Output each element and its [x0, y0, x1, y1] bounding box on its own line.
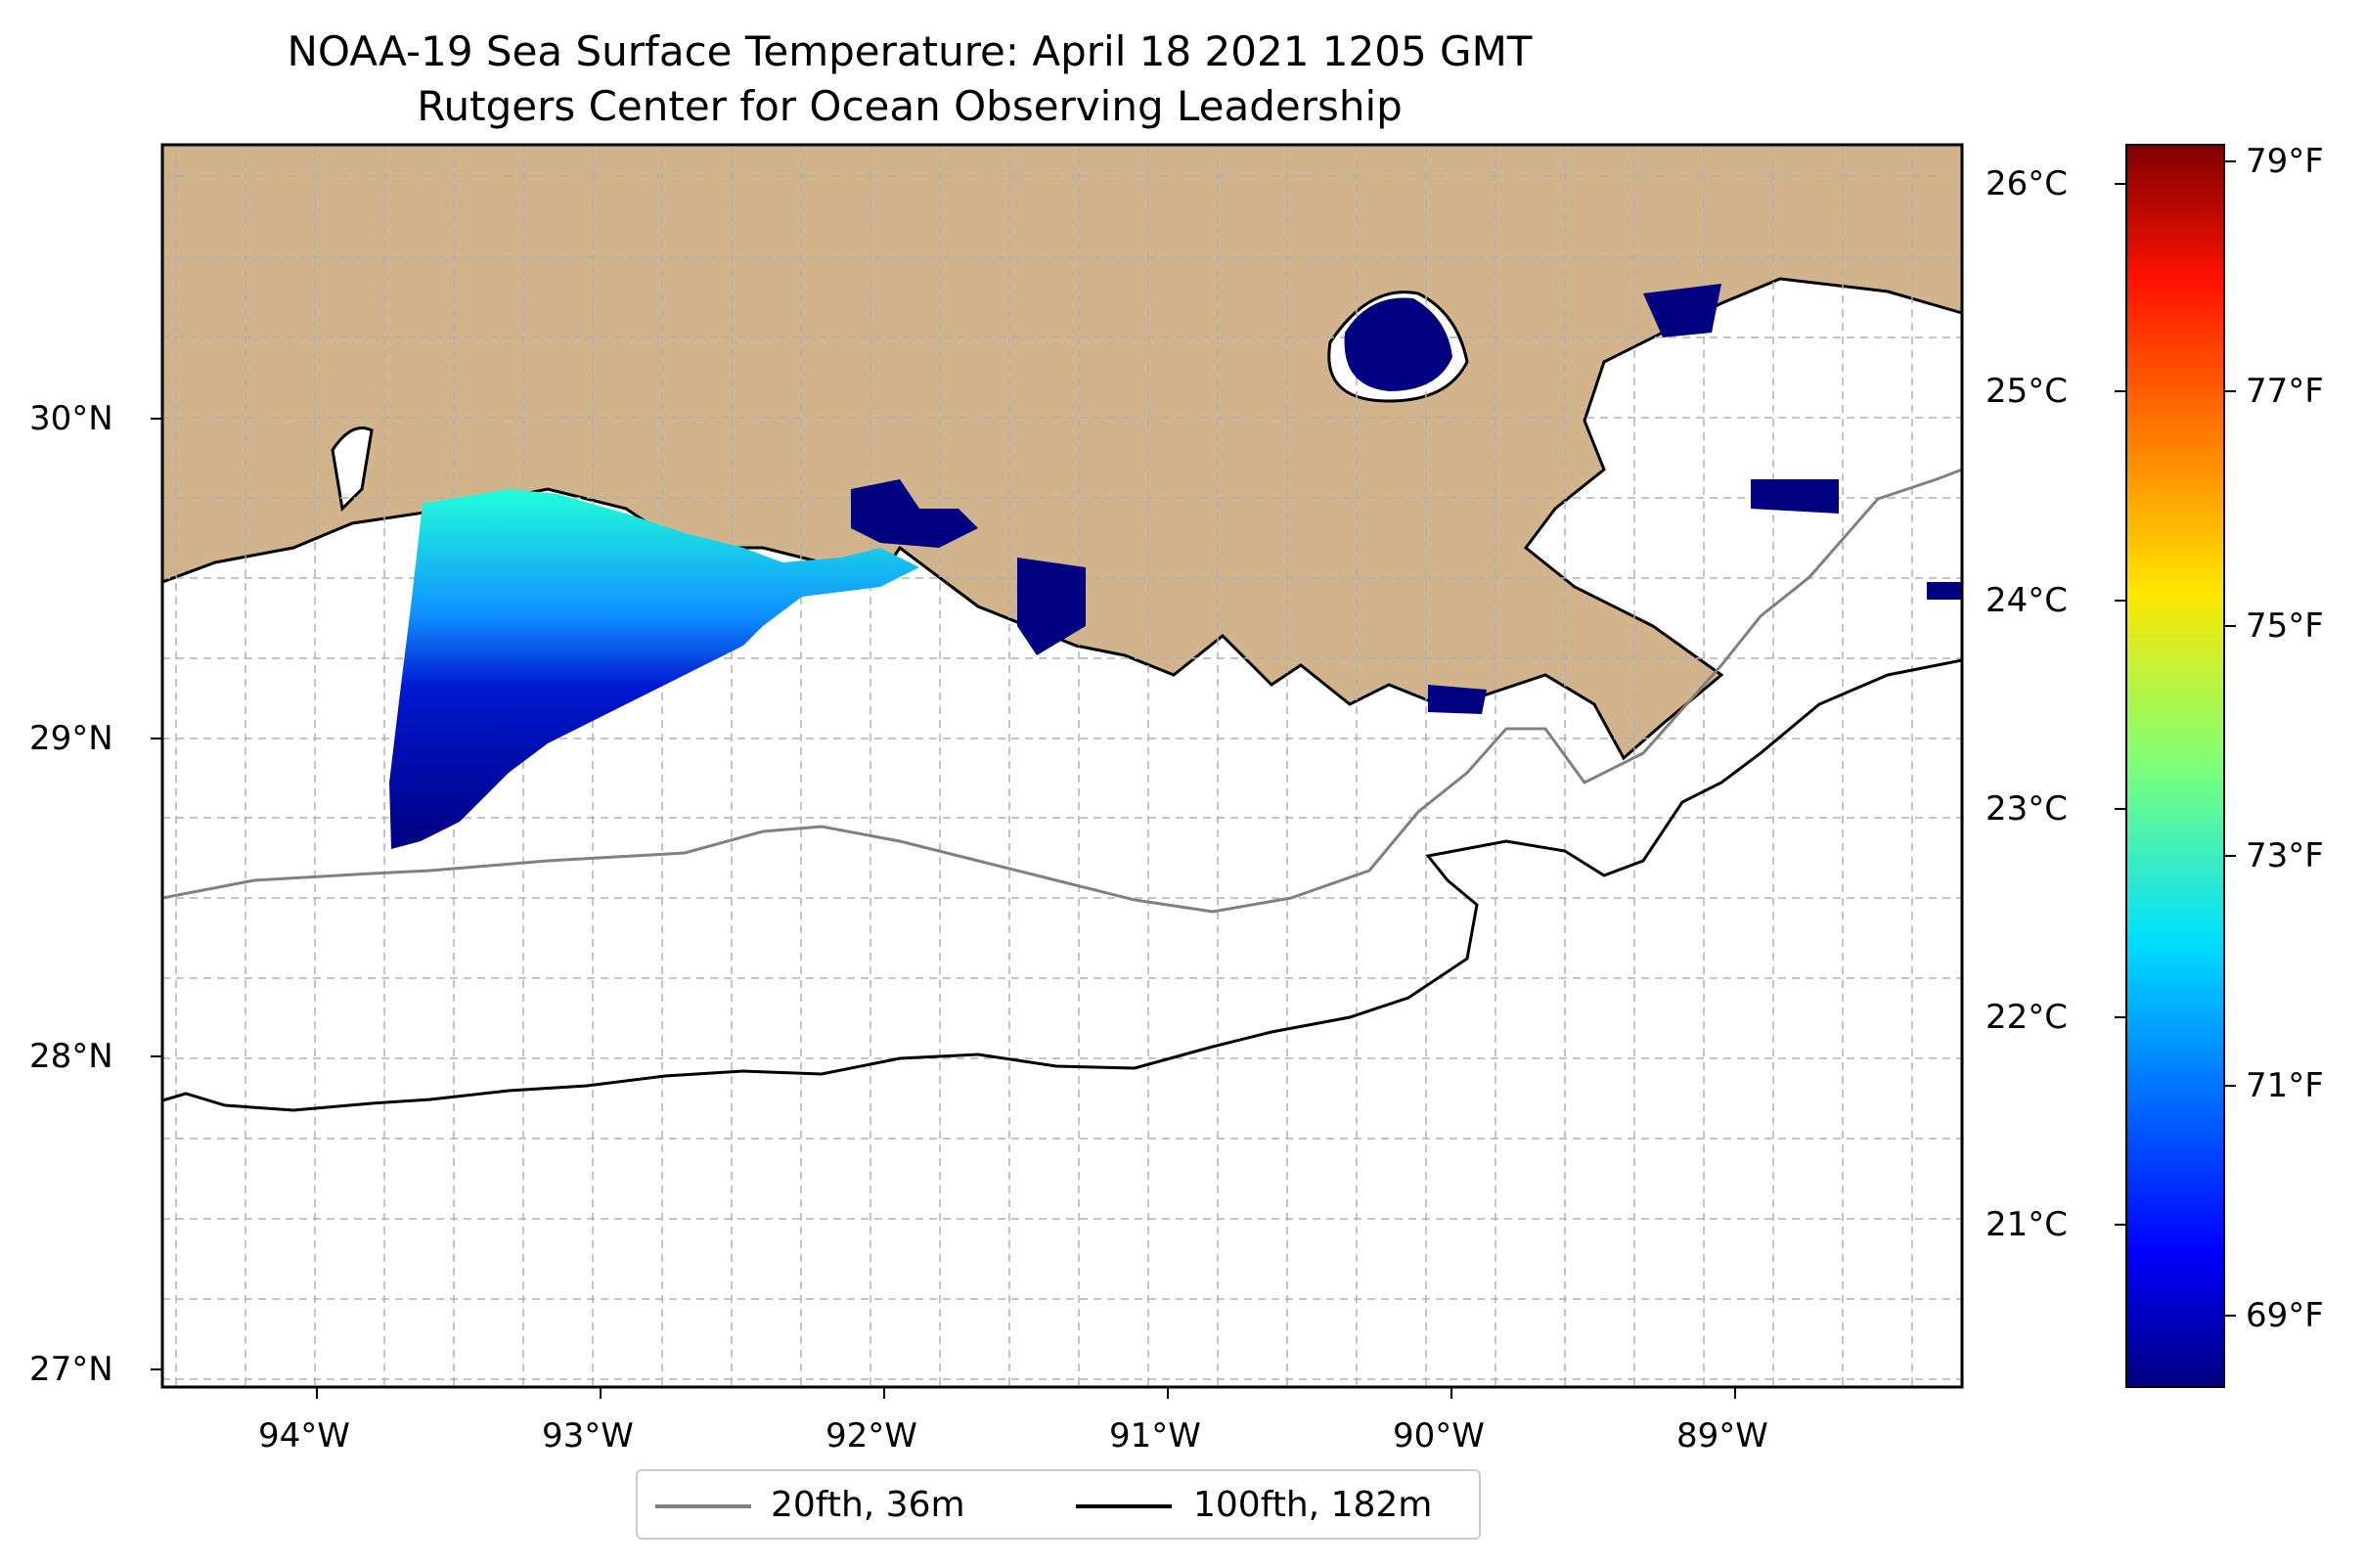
isobath-20fth [162, 468, 1962, 914]
cbar-c-24: 24°C [1986, 581, 2069, 620]
cbar-f-73: 73°F [2246, 836, 2324, 875]
lon-label-92w: 92°W [826, 1416, 917, 1456]
map-legend: 20fth, 36m 100fth, 182m [636, 1469, 1481, 1540]
lat-label-30n: 30°N [29, 399, 113, 438]
lon-label-89w: 89°W [1676, 1416, 1768, 1456]
cbar-c-25: 25°C [1986, 372, 2069, 411]
lake-calcasieu [331, 426, 374, 513]
cbar-f-71: 71°F [2246, 1066, 2324, 1105]
isobath-100fth [162, 658, 1962, 1112]
cbar-c-23: 23°C [1986, 789, 2069, 829]
axis-ticks [151, 418, 1736, 1399]
sst-coastal-cold-3 [1751, 479, 1839, 514]
map-subtitle: Rutgers Center for Ocean Observing Leade… [417, 82, 1403, 130]
cbar-c-26: 26°C [1986, 164, 2069, 203]
cbar-c-21: 21°C [1986, 1205, 2069, 1244]
legend-line-100fth [1076, 1504, 1172, 1508]
legend-label-20fth: 20fth, 36m [771, 1485, 965, 1525]
sst-coastal-cold-4 [1643, 284, 1721, 337]
lon-label-91w: 91°W [1109, 1416, 1201, 1456]
lon-label-90w: 90°W [1393, 1416, 1485, 1456]
sst-offshore-pixel [1927, 582, 1962, 600]
cbar-f-77: 77°F [2246, 372, 2324, 411]
cbar-f-79: 79°F [2246, 142, 2324, 181]
sst-coastal-cold [851, 479, 978, 548]
cbar-f-69: 69°F [2246, 1296, 2324, 1335]
sst-coastal-cold-2 [1017, 558, 1086, 655]
lon-label-93w: 93°W [542, 1416, 634, 1456]
cbar-f-75: 75°F [2246, 606, 2324, 646]
land-louisiana [162, 145, 1962, 761]
legend-label-100fth: 100fth, 182m [1193, 1485, 1433, 1525]
lat-label-27n: 27°N [29, 1350, 113, 1389]
lat-label-28n: 28°N [29, 1037, 113, 1076]
sst-data-patch [389, 489, 919, 849]
lon-label-94w: 94°W [258, 1416, 350, 1456]
map-title: NOAA-19 Sea Surface Temperature: April 1… [287, 27, 1533, 75]
legend-line-20fth [655, 1504, 751, 1508]
colorbar-ticks [2115, 160, 2236, 1317]
map-frame [160, 143, 1964, 1389]
sst-coastal-cold-5 [1428, 685, 1487, 714]
sst-lake-cold [1344, 297, 1452, 391]
lat-label-29n: 29°N [29, 719, 113, 758]
colorbar [2125, 144, 2225, 1388]
cbar-c-22: 22°C [1986, 998, 2069, 1037]
